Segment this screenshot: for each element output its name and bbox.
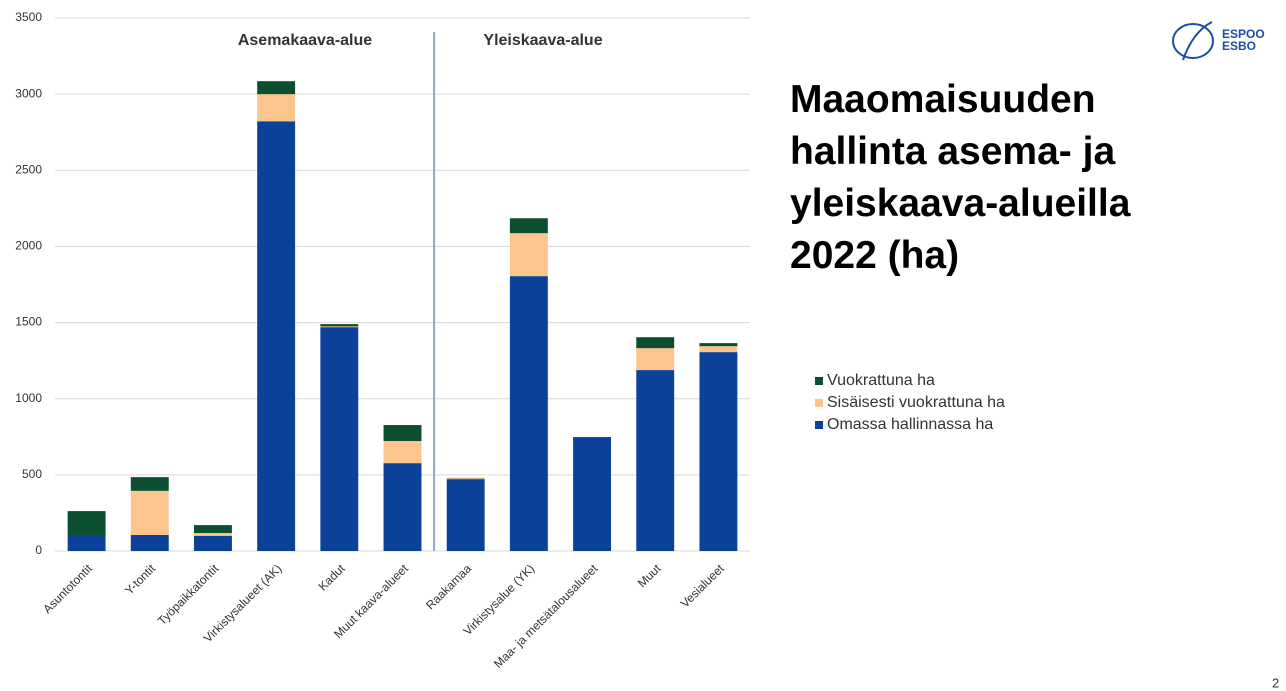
- x-tick-label: Muut: [635, 561, 664, 590]
- bar-segment: [194, 535, 232, 551]
- legend-label: Omassa hallinnassa ha: [827, 416, 994, 433]
- bar-segment: [636, 337, 675, 349]
- bar-segment: [257, 94, 296, 122]
- x-tick-label: Vesialueet: [678, 561, 728, 611]
- y-tick-label: 3500: [15, 10, 42, 24]
- logo-ring: [1172, 23, 1214, 59]
- bar-segment: [257, 81, 296, 95]
- x-tick-label: Työpaikkatontit: [155, 561, 222, 628]
- bar-segment: [636, 348, 675, 371]
- y-tick-label: 3000: [15, 86, 42, 100]
- bar-segment: [257, 121, 296, 551]
- bar-segment: [573, 437, 611, 551]
- y-tick-label: 1000: [15, 391, 42, 405]
- legend-swatch: [815, 421, 823, 429]
- bar-segment: [67, 511, 106, 536]
- x-tick-label: Y-tontit: [122, 561, 158, 597]
- x-tick-label: Maa- ja metsätalousalueet: [491, 561, 601, 671]
- bar-segment: [699, 343, 738, 347]
- bar-segment: [509, 233, 548, 277]
- annotation: Asemakaava-alue: [238, 32, 372, 49]
- bar-segment: [130, 490, 169, 536]
- bar-segment: [446, 478, 485, 480]
- bar-segment: [446, 479, 485, 551]
- legend-label: Sisäisesti vuokrattuna ha: [827, 394, 1005, 411]
- bar-segment: [130, 477, 169, 491]
- bar-segment: [383, 463, 422, 551]
- y-tick-label: 2000: [15, 239, 42, 253]
- page-number: 2: [1272, 675, 1279, 690]
- y-tick-label: 2500: [15, 162, 42, 176]
- legend-item: Sisäisesti vuokrattuna ha: [815, 394, 1022, 412]
- bar-segment: [67, 535, 106, 551]
- bar-segment: [699, 346, 738, 353]
- x-tick-label: Asuntotontit: [40, 561, 95, 616]
- legend-item: Vuokrattuna ha: [815, 372, 1022, 390]
- y-tick-label: 1500: [15, 315, 42, 329]
- bar-segment: [194, 533, 232, 536]
- logo-swirl: [1182, 21, 1213, 61]
- y-tick-label: 500: [22, 467, 42, 481]
- bar-segment: [699, 352, 738, 551]
- y-tick-label: 0: [35, 543, 42, 557]
- bar-segment: [320, 324, 359, 327]
- legend: Vuokrattuna ha Sisäisesti vuokrattuna ha O…: [815, 372, 1022, 438]
- x-tick-label: Raakamaa: [423, 561, 474, 612]
- logo: ESPOO ESBO: [1172, 21, 1265, 61]
- bar-segment: [320, 327, 359, 551]
- slide-title: Maaomaisuuden hallinta asema- ja yleiska…: [790, 78, 1131, 277]
- logo-text: ESBO: [1222, 39, 1256, 53]
- bar-segment: [130, 535, 169, 551]
- bar-segment: [509, 276, 548, 551]
- bar-segment: [636, 370, 675, 551]
- bar-segment: [383, 441, 422, 464]
- legend-swatch: [815, 399, 823, 407]
- legend-item: Omassa hallinnassa ha: [815, 416, 1022, 434]
- legend-label: Vuokrattuna ha: [827, 372, 935, 389]
- bar-segment: [383, 425, 422, 442]
- bar-segment: [320, 326, 359, 328]
- legend-swatch: [815, 377, 823, 385]
- logo-text: ESPOO: [1222, 27, 1265, 41]
- bar-segment: [509, 218, 548, 234]
- x-tick-label: Kadut: [316, 561, 349, 594]
- annotation: Yleiskaava-alue: [483, 32, 602, 49]
- bar-segment: [194, 525, 232, 534]
